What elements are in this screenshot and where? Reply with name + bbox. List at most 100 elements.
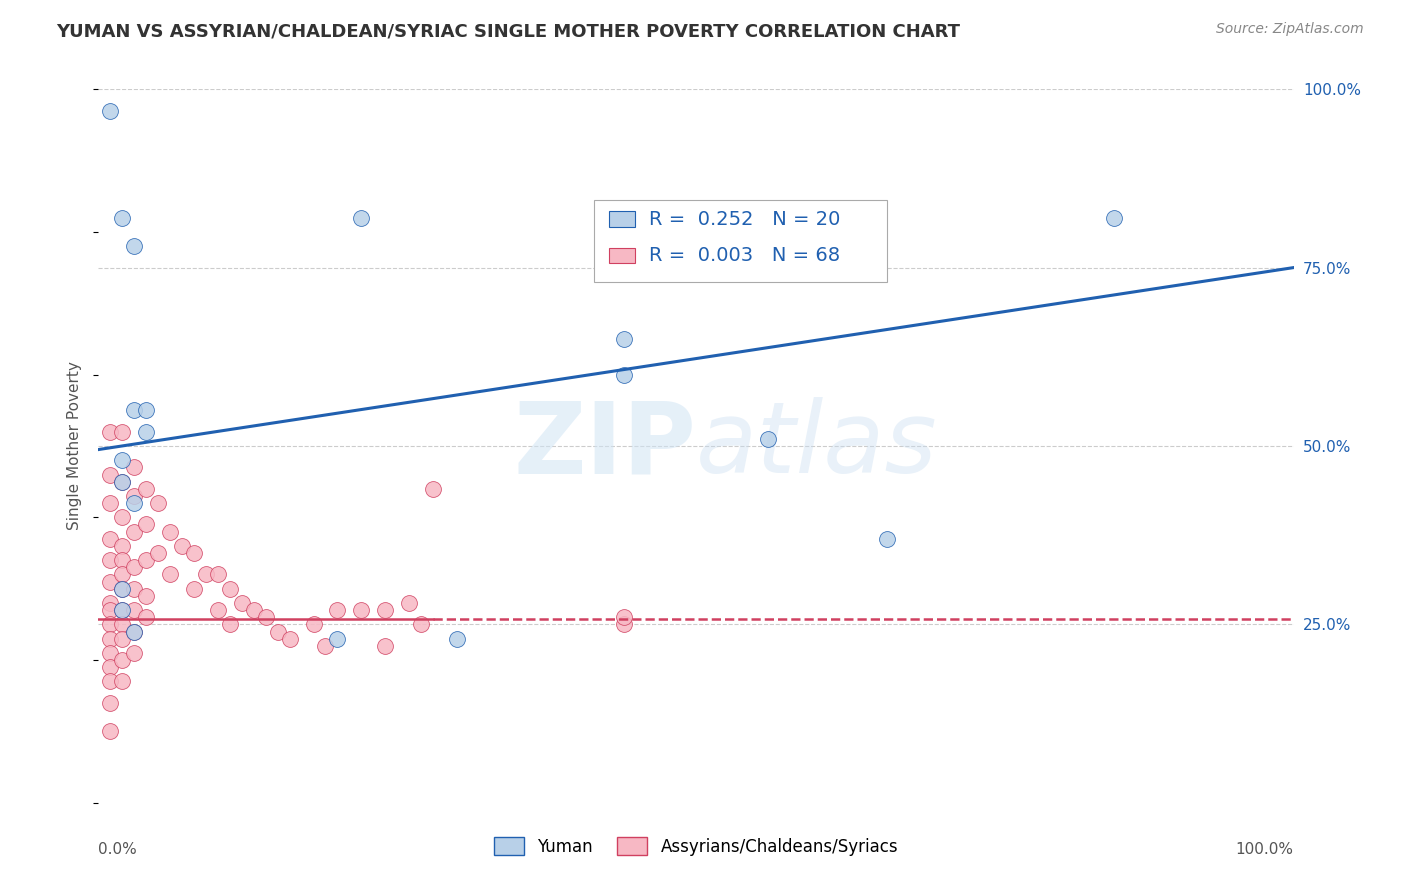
Text: R =  0.252   N = 20: R = 0.252 N = 20	[650, 210, 841, 228]
Point	[278, 632, 301, 646]
Point	[111, 475, 134, 489]
Point	[111, 617, 134, 632]
Point	[98, 496, 122, 510]
Point	[183, 546, 205, 560]
Point	[98, 596, 122, 610]
Point	[398, 596, 420, 610]
Text: YUMAN VS ASSYRIAN/CHALDEAN/SYRIAC SINGLE MOTHER POVERTY CORRELATION CHART: YUMAN VS ASSYRIAN/CHALDEAN/SYRIAC SINGLE…	[56, 22, 960, 40]
Point	[422, 482, 444, 496]
Point	[315, 639, 337, 653]
Point	[219, 582, 242, 596]
Point	[98, 660, 122, 674]
Point	[148, 546, 170, 560]
Point	[148, 496, 170, 510]
Y-axis label: Single Mother Poverty: Single Mother Poverty	[67, 361, 83, 531]
Point	[135, 610, 157, 624]
Point	[350, 211, 373, 225]
Point	[183, 582, 205, 596]
Point	[98, 574, 122, 589]
Point	[124, 560, 146, 574]
Bar	[609, 248, 636, 263]
Point	[111, 553, 134, 567]
Point	[374, 603, 396, 617]
Point	[446, 632, 468, 646]
Point	[876, 532, 898, 546]
Point	[98, 532, 122, 546]
Point	[135, 517, 157, 532]
Text: Source: ZipAtlas.com: Source: ZipAtlas.com	[1216, 22, 1364, 37]
Point	[124, 460, 146, 475]
Point	[111, 539, 134, 553]
Point	[135, 403, 157, 417]
Point	[111, 653, 134, 667]
Text: ZIP: ZIP	[513, 398, 696, 494]
Point	[111, 567, 134, 582]
Text: 0.0%: 0.0%	[98, 842, 138, 857]
Bar	[609, 211, 636, 227]
Point	[231, 596, 253, 610]
Point	[124, 524, 146, 539]
Point	[124, 624, 146, 639]
Point	[111, 582, 134, 596]
Point	[135, 482, 157, 496]
Point	[613, 610, 636, 624]
Point	[411, 617, 433, 632]
Point	[326, 603, 349, 617]
Point	[326, 632, 349, 646]
Point	[98, 646, 122, 660]
Point	[254, 610, 277, 624]
Point	[124, 403, 146, 417]
Point	[124, 603, 146, 617]
Point	[111, 632, 134, 646]
Text: R =  0.003   N = 68: R = 0.003 N = 68	[650, 246, 841, 265]
Point	[111, 674, 134, 689]
Point	[98, 603, 122, 617]
FancyBboxPatch shape	[595, 200, 887, 282]
Point	[135, 553, 157, 567]
Point	[135, 425, 157, 439]
Point	[613, 617, 636, 632]
Point	[219, 617, 242, 632]
Point	[350, 603, 373, 617]
Point	[374, 639, 396, 653]
Point	[111, 603, 134, 617]
Point	[111, 453, 134, 467]
Point	[207, 567, 229, 582]
Point	[111, 211, 134, 225]
Point	[267, 624, 290, 639]
Point	[98, 617, 122, 632]
Point	[243, 603, 266, 617]
Text: 100.0%: 100.0%	[1236, 842, 1294, 857]
Legend: Yuman, Assyrians/Chaldeans/Syriacs: Yuman, Assyrians/Chaldeans/Syriacs	[486, 830, 905, 863]
Point	[613, 332, 636, 346]
Point	[1104, 211, 1126, 225]
Point	[98, 467, 122, 482]
Point	[98, 425, 122, 439]
Point	[207, 603, 229, 617]
Point	[124, 239, 146, 253]
Point	[124, 496, 146, 510]
Point	[98, 632, 122, 646]
Point	[111, 510, 134, 524]
Point	[111, 475, 134, 489]
Point	[302, 617, 325, 632]
Point	[124, 582, 146, 596]
Point	[98, 724, 122, 739]
Point	[124, 489, 146, 503]
Point	[98, 103, 122, 118]
Point	[111, 582, 134, 596]
Point	[111, 603, 134, 617]
Text: atlas: atlas	[696, 398, 938, 494]
Point	[159, 524, 181, 539]
Point	[124, 624, 146, 639]
Point	[195, 567, 218, 582]
Point	[98, 696, 122, 710]
Point	[172, 539, 194, 553]
Point	[159, 567, 181, 582]
Point	[135, 589, 157, 603]
Point	[756, 432, 779, 446]
Point	[98, 674, 122, 689]
Point	[613, 368, 636, 382]
Point	[111, 425, 134, 439]
Point	[124, 646, 146, 660]
